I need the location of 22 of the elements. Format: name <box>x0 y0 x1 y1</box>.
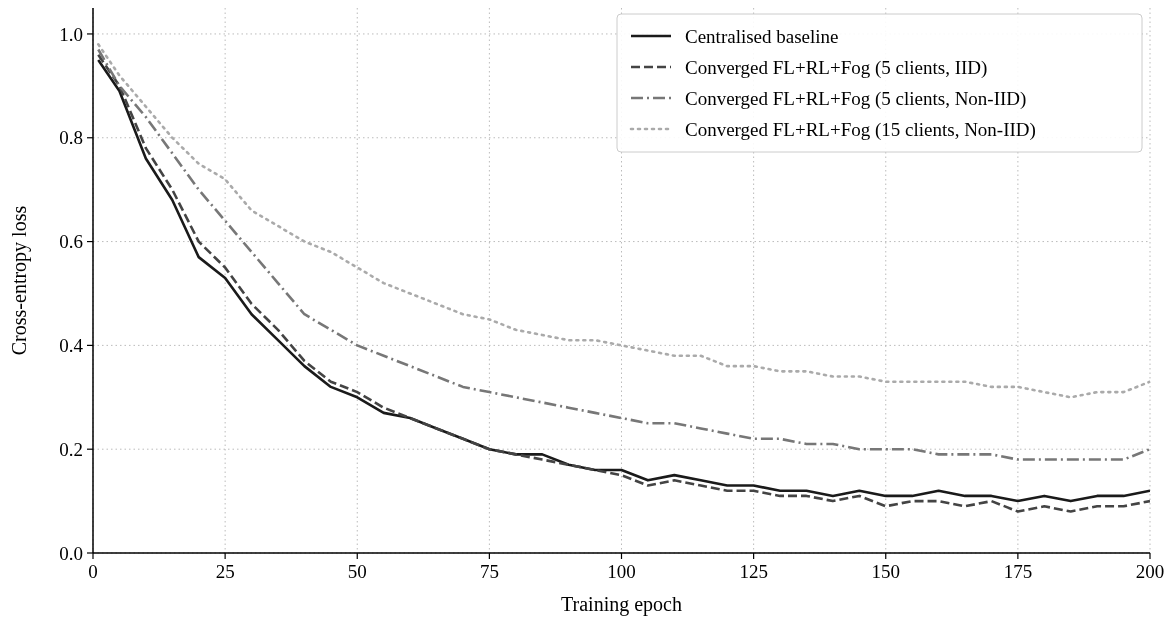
y-tick-label: 0.6 <box>59 231 83 253</box>
x-tick-label: 25 <box>215 561 235 582</box>
legend-label: Converged FL+RL+Fog (15 clients, Non-IID) <box>685 118 1036 141</box>
x-tick-label: 100 <box>607 561 636 582</box>
legend-label: Converged FL+RL+Fog (5 clients, Non-IID) <box>685 87 1027 110</box>
x-tick-label: 75 <box>479 561 499 582</box>
x-axis-title: Training epoch <box>561 593 682 616</box>
y-tick-label: 0.2 <box>59 438 83 460</box>
y-axis-title: Cross-entropy loss <box>8 205 31 356</box>
x-tick-label: 50 <box>347 561 367 582</box>
legend-label: Centralised baseline <box>685 25 839 47</box>
legend-label: Converged FL+RL+Fog (5 clients, IID) <box>685 56 988 79</box>
x-tick-label: 0 <box>88 561 98 582</box>
y-tick-label: 1.0 <box>59 23 83 45</box>
line-series <box>96 43 1150 399</box>
y-tick-label: 0.0 <box>59 542 83 564</box>
x-tick-label: 150 <box>871 561 900 582</box>
x-tick-label: 125 <box>739 561 768 582</box>
x-tick-label: 175 <box>1003 561 1033 582</box>
y-tick-label: 0.4 <box>59 335 84 357</box>
y-tick-label: 0.8 <box>59 127 83 149</box>
x-tick-label: 200 <box>1135 561 1165 582</box>
